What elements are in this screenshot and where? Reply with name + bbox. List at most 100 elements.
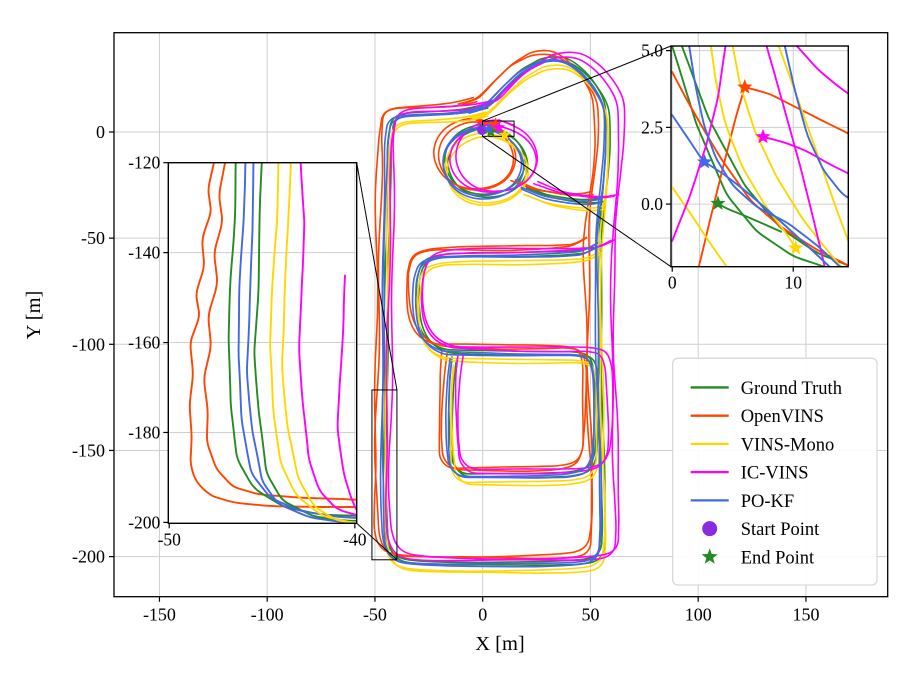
inset-x-tick-label: -50 bbox=[158, 529, 182, 549]
legend-item-po-kf: PO-KF bbox=[690, 492, 794, 512]
legend-item-ground-truth: Ground Truth bbox=[690, 379, 842, 399]
inset-y-tick-label: -120 bbox=[128, 153, 160, 173]
trajectory-path bbox=[416, 250, 601, 484]
trajectory-path bbox=[446, 134, 530, 206]
inset-y-tick-label: 2.5 bbox=[641, 117, 663, 137]
end-point-marker bbox=[482, 122, 495, 135]
trajectory-path bbox=[432, 117, 515, 190]
inset-trajectory-path bbox=[203, 162, 357, 501]
inset-trajectory-path bbox=[188, 162, 357, 509]
plot-frame bbox=[113, 32, 889, 598]
legend: Ground Truth OpenVINS VINS-Mono IC-VINS PO-K… bbox=[672, 357, 878, 586]
trajectory-path bbox=[525, 194, 605, 212]
end-point-marker bbox=[498, 128, 511, 141]
trajectory-path bbox=[523, 184, 603, 201]
inset-y-tick-label: -160 bbox=[128, 333, 160, 353]
y-tick-label: -100 bbox=[72, 334, 105, 354]
inset-trajectory-path bbox=[281, 162, 357, 524]
inset-trajectory-path bbox=[795, 46, 849, 95]
x-tick-label: 50 bbox=[581, 605, 599, 625]
inset-trajectory-path bbox=[765, 46, 826, 267]
inset-trajectory-path bbox=[703, 161, 831, 267]
inset-trajectory-path bbox=[688, 46, 842, 267]
x-tick-label: -150 bbox=[143, 605, 176, 625]
x-tick-label: 150 bbox=[792, 605, 819, 625]
inset-x-tick-label: 10 bbox=[784, 273, 802, 293]
inset-end-point-marker bbox=[697, 154, 713, 169]
trajectories bbox=[373, 49, 626, 574]
trajectory-path bbox=[373, 49, 596, 559]
inset-trajectory-path bbox=[697, 86, 746, 267]
zoom-connector-line bbox=[356, 522, 398, 561]
inset-lines bbox=[188, 162, 357, 524]
zoom-region-rect bbox=[371, 389, 398, 561]
inset-trajectory-path bbox=[269, 162, 357, 524]
trajectory-path bbox=[420, 239, 612, 475]
legend-label: VINS-Mono bbox=[741, 435, 835, 455]
trajectory-path bbox=[381, 60, 607, 568]
trajectory-path bbox=[411, 243, 597, 478]
legend-item-vins-mono: VINS-Mono bbox=[690, 435, 835, 455]
inset-origin-zoom: 0 10 0.0 2.5 5.0 bbox=[641, 41, 850, 293]
legend-item-start-point: Start Point bbox=[702, 520, 820, 540]
trajectory-path bbox=[537, 180, 620, 198]
trajectory-path bbox=[442, 127, 525, 200]
legend-item-openvins: OpenVINS bbox=[690, 407, 824, 427]
inset-trajectory-path bbox=[671, 114, 706, 163]
trajectory-path bbox=[520, 188, 603, 206]
inset-left-wall-zoom: -50 -40 -120 -140 -160 -180 -200 bbox=[128, 153, 367, 550]
legend-label: Ground Truth bbox=[741, 379, 842, 399]
trajectory-path bbox=[455, 119, 539, 193]
inset-end-point-marker bbox=[755, 128, 771, 144]
inset-end-point-marker bbox=[710, 195, 726, 210]
x-tick-label: 100 bbox=[685, 605, 712, 625]
inset-y-tick-label: -180 bbox=[128, 422, 160, 442]
x-axis-label: X [m] bbox=[475, 633, 525, 655]
y-tick-label: -50 bbox=[81, 228, 105, 248]
zoom-connector-line bbox=[482, 45, 672, 122]
inset-trajectory-path bbox=[246, 162, 357, 524]
inset-y-tick-label: 0.0 bbox=[641, 194, 663, 214]
inset-end-point-marker bbox=[737, 79, 753, 94]
trajectory-path bbox=[418, 252, 603, 487]
x-tick-label: 0 bbox=[478, 605, 487, 625]
trajectory-path bbox=[444, 123, 526, 196]
inset-trajectory-path bbox=[717, 202, 783, 233]
inset-trajectory-path bbox=[777, 46, 849, 242]
inset-x-tick-label: 0 bbox=[668, 273, 677, 293]
main-markers bbox=[477, 117, 511, 141]
y-tick-label: 0 bbox=[96, 122, 105, 142]
legend-item-ic-vins: IC-VINS bbox=[690, 464, 809, 484]
trajectory-path bbox=[520, 186, 601, 202]
inset-trajectory-path bbox=[743, 86, 849, 135]
legend-label: PO-KF bbox=[741, 492, 794, 512]
trajectory-path bbox=[442, 126, 523, 197]
inset-trajectory-path bbox=[680, 46, 849, 267]
trajectory-path bbox=[379, 58, 606, 566]
end-point-marker bbox=[489, 117, 502, 130]
series-po-kf bbox=[379, 58, 607, 568]
inset-x-tick-label: -40 bbox=[343, 529, 367, 549]
zoom-connector-line bbox=[482, 135, 672, 268]
trajectory-path bbox=[385, 67, 609, 574]
trajectory-path bbox=[533, 183, 615, 199]
zoom-connector-line bbox=[356, 162, 398, 391]
legend-label: End Point bbox=[741, 548, 815, 568]
end-point-marker bbox=[492, 120, 505, 133]
inset-trajectory-path bbox=[783, 46, 849, 199]
inset-trajectory-path bbox=[253, 162, 357, 522]
trajectory-path bbox=[405, 236, 587, 470]
y-axis-label: Y [m] bbox=[23, 291, 45, 340]
inset-end-point-marker bbox=[788, 240, 804, 255]
series-vins-mono bbox=[383, 64, 610, 574]
trajectory-path bbox=[414, 246, 597, 479]
legend-start-dot bbox=[702, 521, 718, 537]
inset-trajectory-path bbox=[237, 162, 357, 519]
x-tick-label: -100 bbox=[251, 605, 284, 625]
legend-label: IC-VINS bbox=[741, 464, 809, 484]
trajectory-path bbox=[385, 56, 620, 562]
legend-label: Start Point bbox=[741, 520, 820, 540]
